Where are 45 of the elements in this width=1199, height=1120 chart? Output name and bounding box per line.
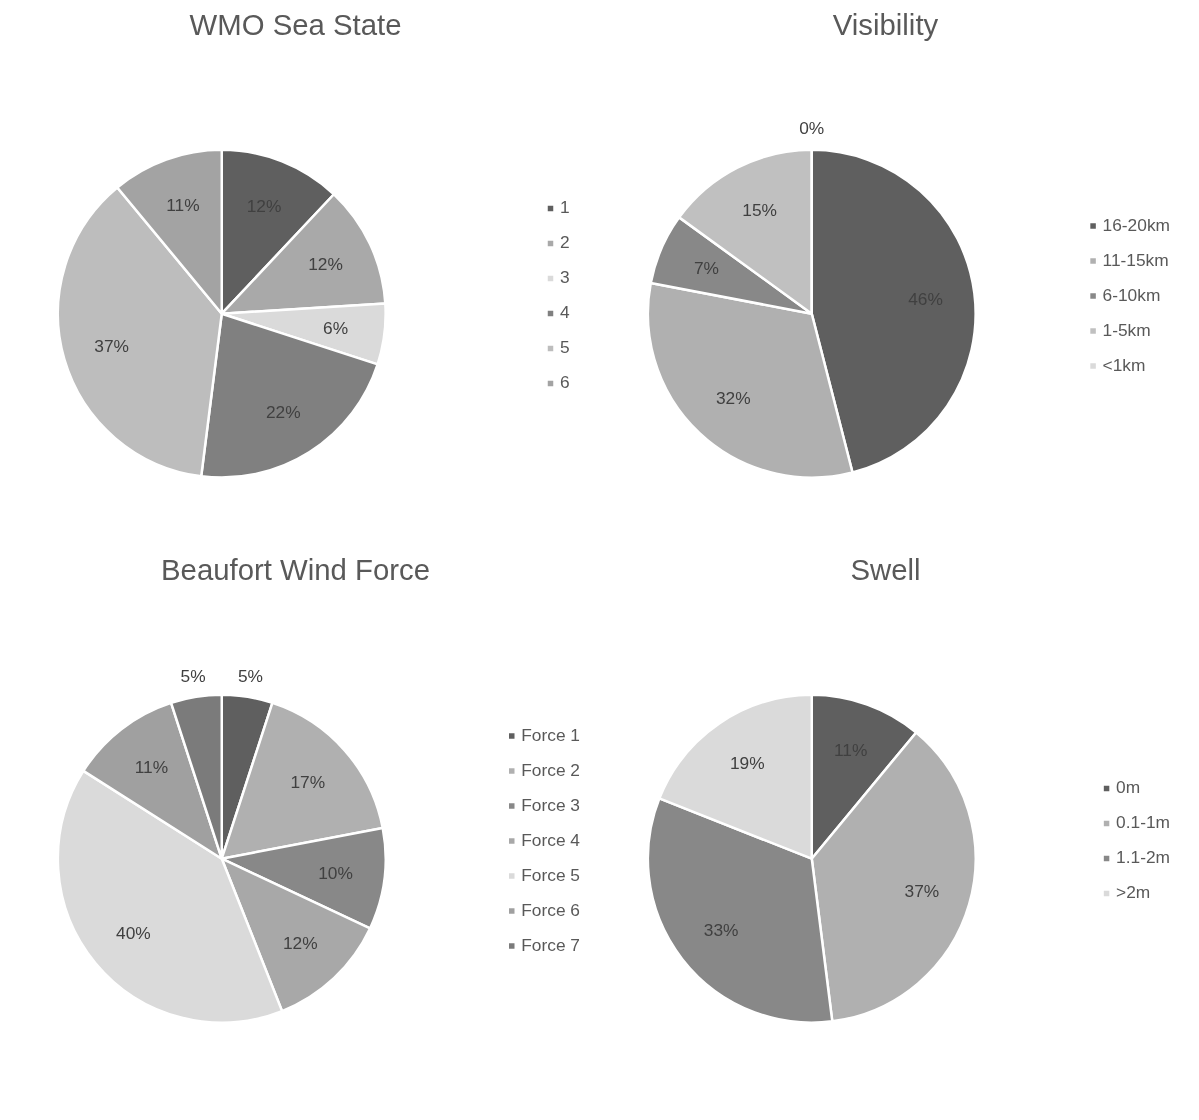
data-label: 11% bbox=[166, 194, 200, 215]
chart-title: Visibility bbox=[832, 7, 939, 41]
legend-label: 6 bbox=[560, 372, 571, 393]
legend-label: 0m bbox=[1116, 777, 1141, 798]
data-label: 33% bbox=[703, 919, 739, 940]
chart-title: WMO Sea State bbox=[189, 7, 402, 41]
data-label: 10% bbox=[318, 863, 353, 884]
data-label: 12% bbox=[282, 933, 318, 954]
data-label: 37% bbox=[904, 881, 940, 902]
data-label: 11% bbox=[134, 757, 169, 778]
legend-label: 16-20km bbox=[1102, 214, 1170, 236]
legend-label: Force 7 bbox=[521, 934, 580, 956]
legend-label: 1 bbox=[560, 197, 571, 218]
text: 0% bbox=[799, 118, 825, 139]
legend-label: 1.1-2m bbox=[1116, 847, 1170, 868]
legend-label: 11-15km bbox=[1102, 249, 1169, 271]
legend-label: 0.1-1m bbox=[1116, 812, 1170, 833]
legend-label: <1km bbox=[1102, 354, 1146, 376]
legend-label: Force 2 bbox=[521, 759, 580, 781]
data-label: 32% bbox=[715, 388, 751, 409]
data-label: 5% bbox=[237, 665, 263, 686]
data-label: 17% bbox=[290, 772, 326, 793]
data-label: 7% bbox=[693, 257, 719, 278]
legend-label: 4 bbox=[560, 302, 571, 323]
legend-label: 3 bbox=[560, 267, 571, 288]
legend-label: 1-5km bbox=[1102, 319, 1151, 341]
data-label: 12% bbox=[308, 254, 343, 275]
legend-label: Force 1 bbox=[521, 724, 580, 746]
legend-label: Force 4 bbox=[521, 829, 580, 851]
legend-label: 5 bbox=[560, 337, 571, 358]
legend-label: 2 bbox=[560, 232, 571, 253]
legend-label: 6-10km bbox=[1102, 284, 1161, 306]
data-label: 6% bbox=[323, 318, 349, 339]
data-label: 22% bbox=[265, 401, 301, 422]
chart-title: Beaufort Wind Force bbox=[161, 552, 430, 586]
legend-label: Force 3 bbox=[521, 794, 580, 816]
data-label: 19% bbox=[729, 752, 765, 773]
data-label: 5% bbox=[180, 665, 206, 686]
legend-label: Force 6 bbox=[521, 899, 580, 921]
data-label: 15% bbox=[742, 200, 778, 221]
legend-label: >2m bbox=[1116, 882, 1151, 903]
legend-label: Force 5 bbox=[521, 864, 580, 886]
data-label: 37% bbox=[94, 336, 129, 357]
data-label: 40% bbox=[116, 922, 151, 943]
chart-title: Swell bbox=[850, 552, 921, 586]
